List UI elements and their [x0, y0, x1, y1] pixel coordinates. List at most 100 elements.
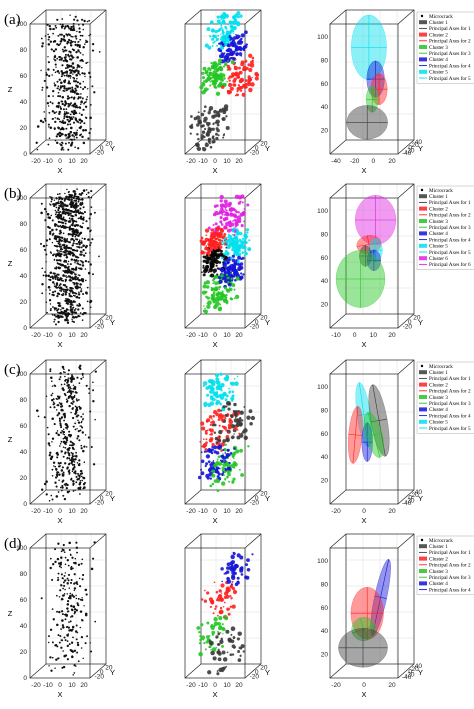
microcrack-point: [55, 66, 57, 68]
cluster-point: [230, 463, 236, 469]
cluster-ellipsoid: [346, 105, 388, 140]
microcrack-point: [68, 82, 72, 85]
microcrack-point: [72, 384, 75, 387]
cluster-point: [231, 229, 235, 233]
cluster-point: [230, 222, 235, 227]
microcrack-point: [65, 438, 68, 441]
microcrack-point: [59, 315, 62, 318]
x-tick-label: 20: [388, 158, 396, 165]
box-edge: [184, 183, 202, 199]
microcrack-point: [76, 602, 79, 605]
cluster-point: [214, 85, 217, 89]
cluster-point: [251, 56, 255, 60]
microcrack-point: [70, 237, 73, 240]
cluster-point: [234, 94, 237, 97]
microcrack-point: [71, 320, 74, 323]
microcrack-point: [42, 274, 45, 277]
z-tick-label: 20: [321, 652, 329, 659]
cluster-point: [201, 71, 205, 75]
microcrack-point: [55, 141, 59, 145]
box-edge: [329, 489, 347, 505]
microcrack-point: [44, 249, 46, 251]
cluster-point: [235, 34, 237, 36]
cluster-point: [231, 247, 234, 250]
cluster-point: [200, 112, 205, 117]
microcrack-point: [65, 195, 68, 199]
microcrack-point: [70, 387, 72, 390]
cluster-point: [225, 629, 230, 634]
box-edge: [184, 139, 202, 155]
x-axis-title: X: [57, 690, 62, 699]
cluster-point: [213, 617, 218, 622]
microcrack-point: [89, 33, 92, 36]
microcrack-point: [73, 105, 76, 108]
box-front-face: [184, 547, 246, 679]
microcrack-point: [57, 301, 60, 305]
x-tick-label: -20: [31, 158, 41, 165]
microcrack-point: [79, 211, 82, 215]
box-edge: [244, 489, 262, 505]
cluster-point: [215, 391, 219, 394]
cluster-point: [201, 241, 206, 246]
microcrack-point: [65, 75, 68, 77]
microcrack-point: [57, 214, 60, 218]
microcrack-point: [69, 44, 73, 47]
microcrack-point: [82, 216, 85, 219]
microcrack-point: [49, 566, 52, 570]
cluster-point: [235, 218, 240, 223]
microcrack-point: [63, 211, 66, 213]
microcrack-point: [63, 415, 66, 418]
cluster-point: [200, 459, 205, 464]
microcrack-point: [54, 117, 56, 119]
microcrack-point: [74, 40, 77, 44]
microcrack-point: [57, 462, 60, 464]
microcrack-point: [56, 579, 59, 582]
microcrack-point: [61, 624, 64, 627]
microcrack-point: [91, 238, 94, 241]
microcrack-point: [69, 440, 72, 443]
microcrack-point: [76, 77, 78, 80]
microcrack-point: [71, 457, 74, 460]
microcrack-point: [81, 578, 84, 581]
microcrack-point: [79, 122, 82, 124]
microcrack-point: [61, 307, 63, 309]
microcrack-point: [60, 310, 64, 314]
box-edge: [329, 313, 347, 329]
microcrack-point: [50, 307, 52, 310]
microcrack-point: [57, 412, 61, 415]
microcrack-point: [67, 97, 70, 100]
microcrack-point: [57, 220, 61, 224]
cluster-point: [219, 395, 222, 398]
microcrack-point: [63, 392, 66, 395]
microcrack-point: [60, 203, 63, 206]
microcrack-point: [56, 249, 59, 252]
cluster-point: [233, 36, 237, 40]
microcrack-point: [65, 378, 68, 381]
cluster-point: [198, 642, 201, 645]
microcrack-point: [78, 193, 81, 196]
cluster-point: [191, 123, 194, 126]
microcrack-point: [47, 123, 50, 126]
microcrack-point: [66, 95, 70, 98]
microcrack-point: [40, 211, 43, 215]
microcrack-point: [57, 657, 60, 660]
microcrack-point: [83, 102, 85, 105]
microcrack-point: [79, 480, 82, 482]
cluster-point: [210, 650, 215, 656]
cluster-point: [202, 385, 205, 387]
microcrack-point: [54, 71, 57, 74]
microcrack-point: [55, 643, 58, 647]
microcrack-point: [56, 70, 60, 73]
microcrack-point: [55, 452, 58, 455]
legend-label: Principal Axes for 2: [429, 38, 471, 45]
cluster-point: [209, 606, 212, 608]
cluster-point: [230, 60, 235, 65]
microcrack-point: [49, 276, 52, 279]
y-tick-label: 0: [100, 495, 104, 502]
microcrack-point: [73, 582, 76, 585]
cluster-point: [226, 448, 230, 452]
microcrack-point: [61, 666, 64, 669]
cluster-point: [223, 52, 226, 55]
